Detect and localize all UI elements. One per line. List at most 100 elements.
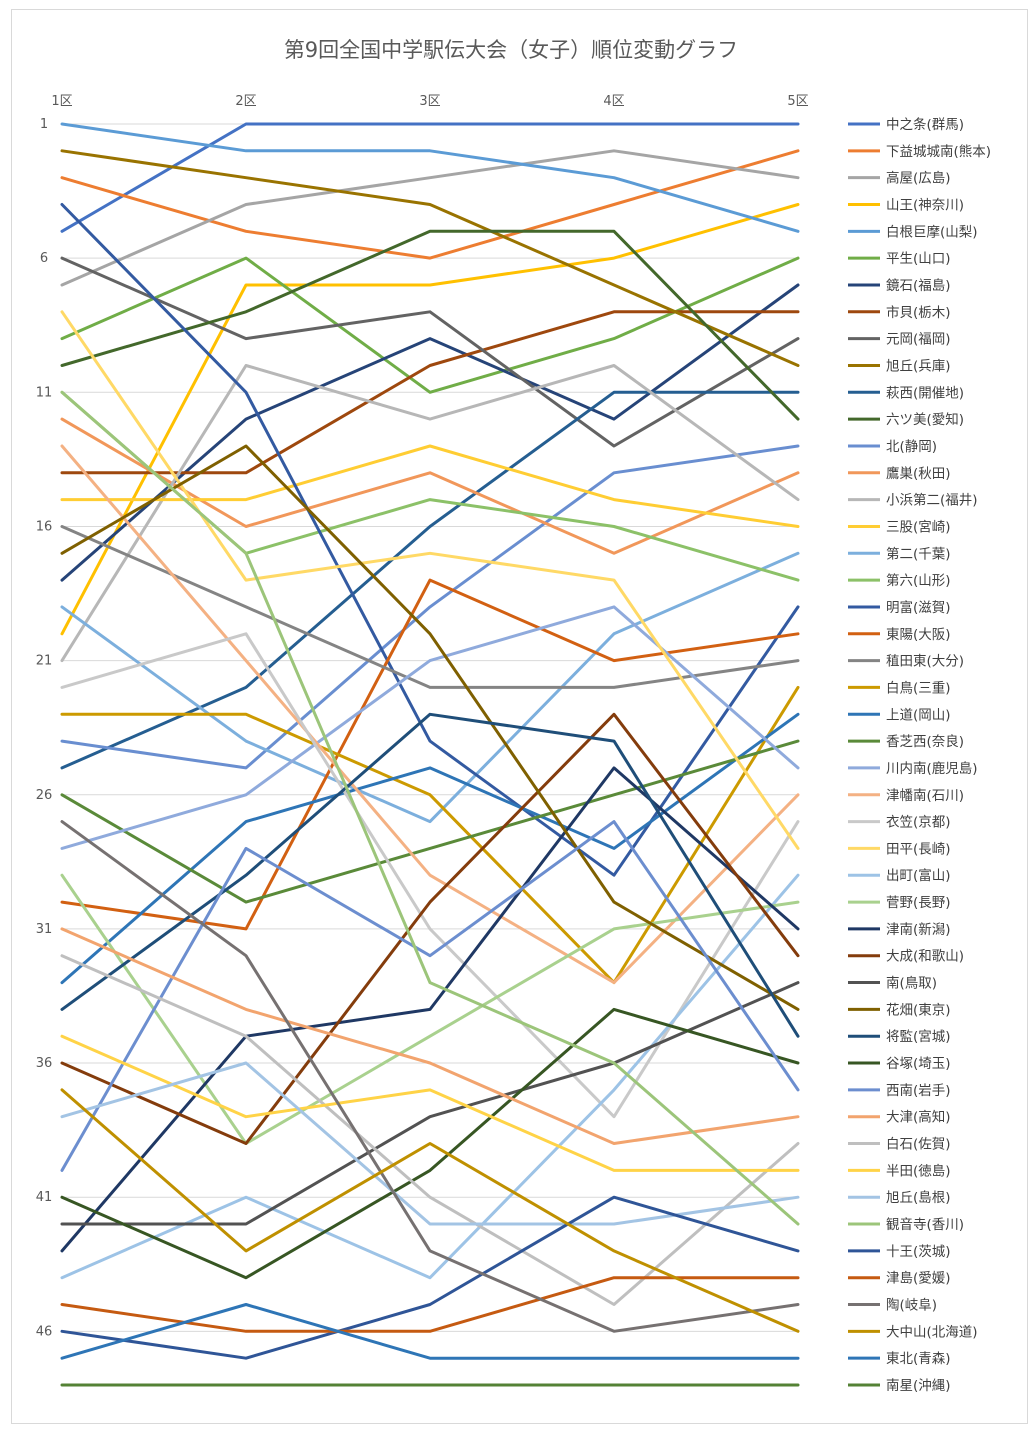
legend-label: 川内南(鹿児島)	[886, 760, 978, 777]
legend-label: 市貝(栃木)	[886, 304, 951, 321]
series-line	[60, 149, 800, 287]
legend-label: 谷塚(埼玉)	[886, 1056, 951, 1072]
legend-label: 旭丘(兵庫)	[886, 358, 951, 374]
legend-label: 十王(茨城)	[886, 1244, 951, 1260]
y-tick-label: 11	[36, 385, 53, 400]
legend-label: 中之条(群馬)	[886, 116, 964, 133]
y-tick-label: 1	[40, 117, 48, 132]
x-tick-label: 3区	[419, 94, 440, 109]
series-line	[60, 256, 800, 394]
y-tick-label: 41	[36, 1190, 53, 1205]
series-line	[60, 954, 800, 1306]
series-line	[60, 149, 800, 260]
series-line	[60, 1303, 800, 1360]
series-line	[60, 1195, 800, 1360]
legend-label: 津島(愛媛)	[886, 1271, 951, 1287]
legend-label: 鏡石(福島)	[886, 278, 951, 294]
series-lines	[60, 122, 800, 1387]
legend-label: 香芝西(奈良)	[886, 734, 964, 750]
series-line	[60, 1007, 800, 1280]
legend-label: 平生(山口)	[886, 251, 951, 267]
series-line	[60, 444, 800, 770]
legend-label: 第二(千葉)	[886, 545, 951, 562]
legend-label: 南(鳥取)	[886, 976, 937, 992]
legend-label: 下益城城南(熊本)	[886, 144, 991, 160]
series-line	[60, 712, 800, 1145]
y-tick-label: 36	[36, 1056, 53, 1071]
series-line	[60, 122, 800, 233]
series-line	[60, 122, 800, 233]
chart-title: 第9回全国中学駅伝大会（女子）順位変動グラフ	[284, 38, 738, 62]
series-line	[60, 203, 800, 636]
legend-label: 西南(岩手)	[886, 1083, 951, 1099]
legend: 中之条(群馬) 下益城城南(熊本) 高屋(広島) 山王(神奈川) 白根巨摩(山梨) 平生(…	[848, 116, 991, 1394]
legend-label: 上道(岡山)	[886, 707, 951, 723]
legend-label: 出町(富山)	[886, 867, 951, 884]
series-line	[60, 444, 800, 1011]
series-line	[60, 820, 800, 1172]
series-line	[60, 1034, 800, 1172]
legend-label: 津幡南(石川)	[886, 788, 964, 804]
series-line	[60, 310, 800, 850]
legend-label: 山王(神奈川)	[886, 197, 964, 213]
series-line	[60, 149, 800, 367]
legend-label: 白鳥(三重)	[886, 680, 951, 696]
legend-label: 稙田東(大分)	[886, 653, 964, 670]
y-tick-label: 31	[36, 922, 53, 937]
legend-label: 東北(青森)	[886, 1351, 951, 1367]
legend-label: 元岡(福岡)	[886, 332, 951, 348]
x-tick-label: 4区	[603, 94, 624, 109]
legend-label: 津南(新潟)	[886, 922, 951, 938]
legend-label: 明富(滋賀)	[886, 599, 951, 616]
series-line	[60, 685, 800, 985]
y-tick-label: 21	[36, 654, 53, 669]
series-line	[60, 364, 800, 663]
legend-label: 三股(宮崎)	[886, 519, 951, 535]
series-line	[60, 712, 800, 985]
legend-label: 南星(沖縄)	[886, 1378, 951, 1394]
legend-label: 田平(長崎)	[886, 841, 951, 857]
legend-label: 六ツ美(愛知)	[886, 411, 964, 428]
legend-label: 小浜第二(福井)	[886, 492, 978, 509]
legend-label: 大成(和歌山)	[886, 949, 964, 965]
series-line	[60, 390, 800, 1226]
legend-label: 観音寺(香川)	[886, 1216, 964, 1233]
series-line	[60, 1088, 800, 1333]
legend-label: 東陽(大阪)	[886, 627, 951, 643]
y-tick-label: 16	[36, 519, 53, 534]
legend-label: 北(静岡)	[886, 439, 937, 455]
x-tick-label: 2区	[235, 94, 256, 109]
legend-label: 大中山(北海道)	[886, 1324, 978, 1340]
series-line	[60, 766, 800, 1253]
legend-label: 第六(山形)	[886, 572, 951, 589]
x-tick-label: 5区	[787, 94, 808, 109]
legend-label: 白根巨摩(山梨)	[886, 223, 978, 240]
series-line	[60, 712, 800, 1038]
y-tick-label: 6	[40, 251, 48, 266]
series-line	[60, 739, 800, 904]
legend-label: 白石(佐賀)	[886, 1137, 951, 1153]
x-tick-label: 1区	[51, 94, 72, 109]
y-tick-label: 26	[36, 788, 53, 803]
legend-label: 萩西(開催地)	[886, 385, 964, 401]
legend-label: 菅野(長野)	[886, 895, 951, 911]
legend-label: 鷹巣(秋田)	[886, 466, 951, 482]
legend-label: 高屋(広島)	[886, 170, 951, 187]
y-tick-label: 46	[36, 1324, 53, 1339]
legend-label: 花畑(東京)	[886, 1002, 951, 1018]
series-line	[60, 873, 800, 1145]
series-line	[60, 283, 800, 582]
legend-label: 大津(高知)	[886, 1109, 951, 1126]
series-line	[60, 981, 800, 1226]
legend-label: 陶(岐阜)	[886, 1297, 937, 1314]
legend-label: 旭丘(島根)	[886, 1190, 951, 1206]
series-line	[60, 551, 800, 824]
legend-label: 将監(宮城)	[886, 1028, 951, 1045]
series-line	[60, 525, 800, 689]
legend-label: 半田(徳島)	[886, 1163, 951, 1179]
legend-label: 衣笠(京都)	[886, 815, 951, 831]
series-line	[60, 820, 800, 1333]
series-line	[60, 605, 800, 850]
